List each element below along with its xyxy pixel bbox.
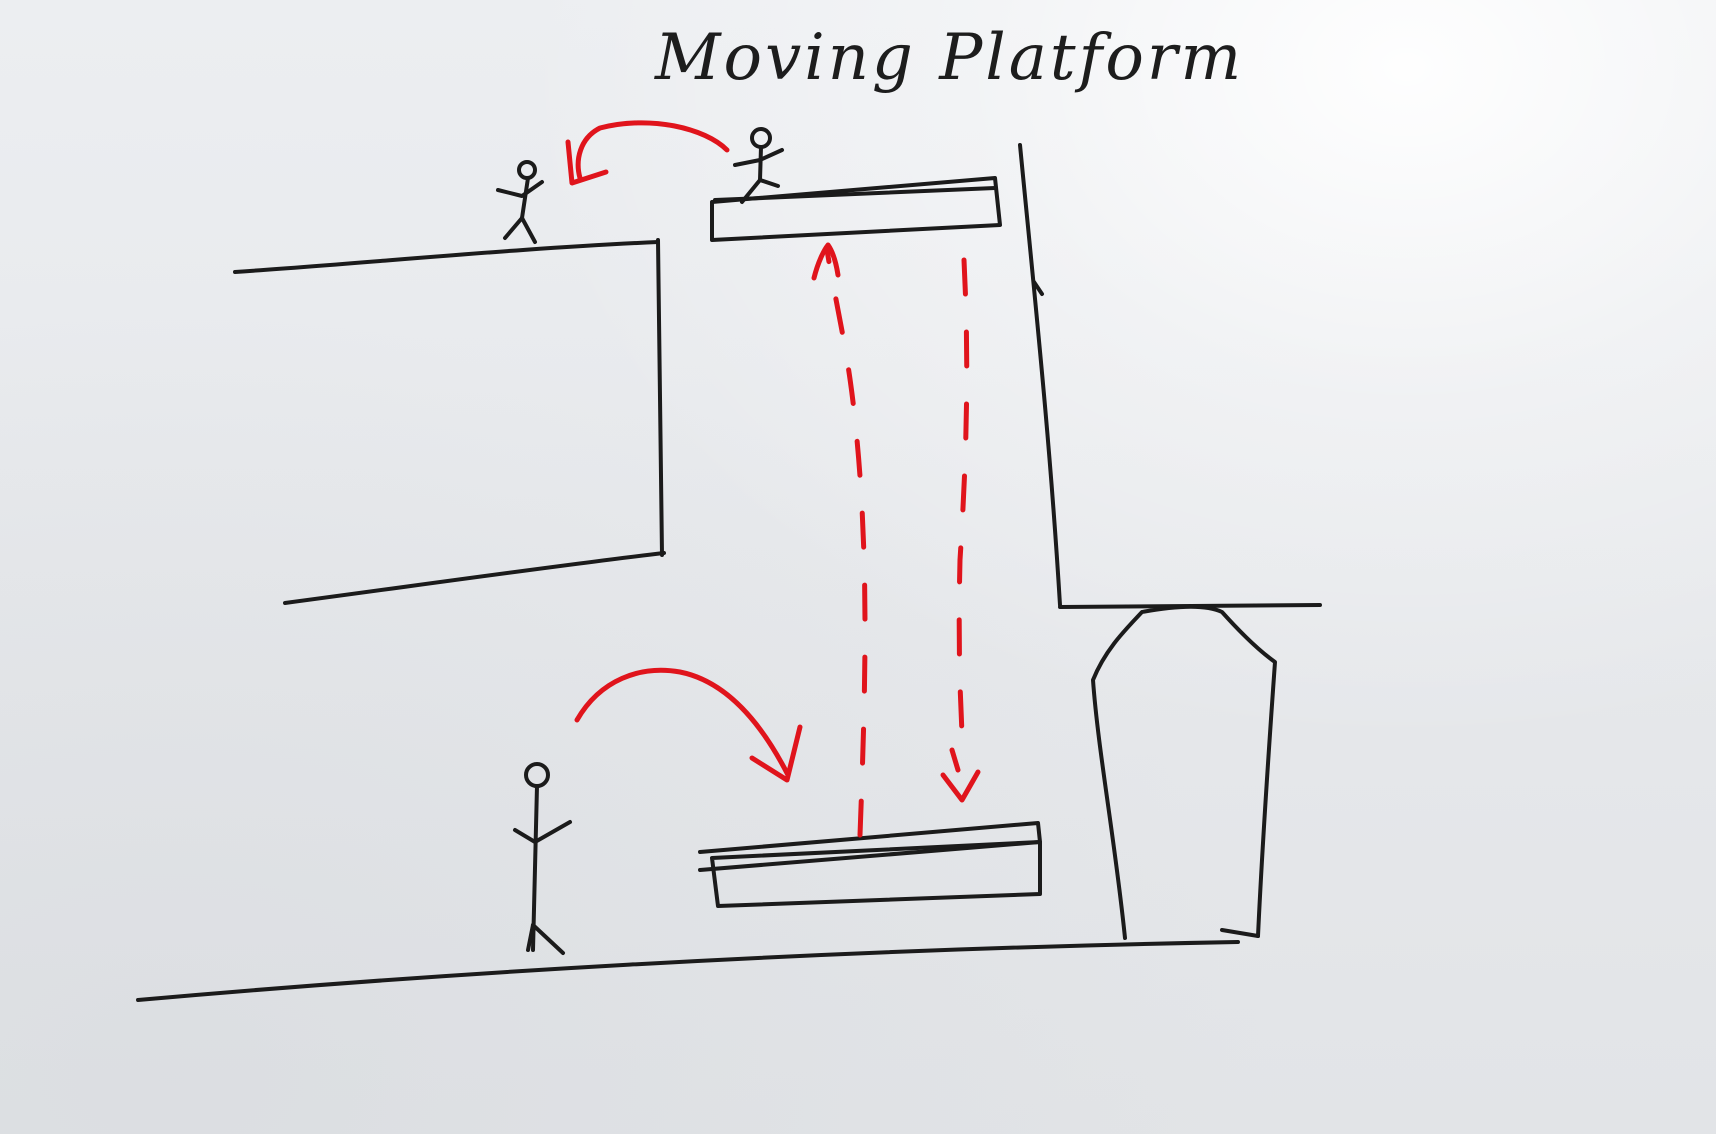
moving-platform-raised [710,176,1002,242]
path-down-arrow [940,257,981,803]
upper-ledge [233,240,660,274]
moving-platform-lowered [698,821,1042,872]
moving-platform-lowered-body [710,840,1042,908]
shaft-wall-notch [1032,280,1044,296]
path-up-arrow [811,242,868,838]
stick-figure-on-platform [733,127,784,204]
arrow-jump-to-platform [574,667,803,783]
stick-figure-on-ground [513,762,572,955]
upper-ledge-wall [656,238,664,557]
pillar-base [1220,928,1260,938]
upper-ledge-underside [283,551,666,605]
shaft-wall [1018,143,1062,607]
stick-figure-on-ledge [496,160,544,244]
arrow-jump-to-ledge [565,120,730,186]
moving-platform-raised-top-edge [713,186,997,202]
pillar-block [1091,604,1277,940]
ground-line [136,940,1240,1002]
